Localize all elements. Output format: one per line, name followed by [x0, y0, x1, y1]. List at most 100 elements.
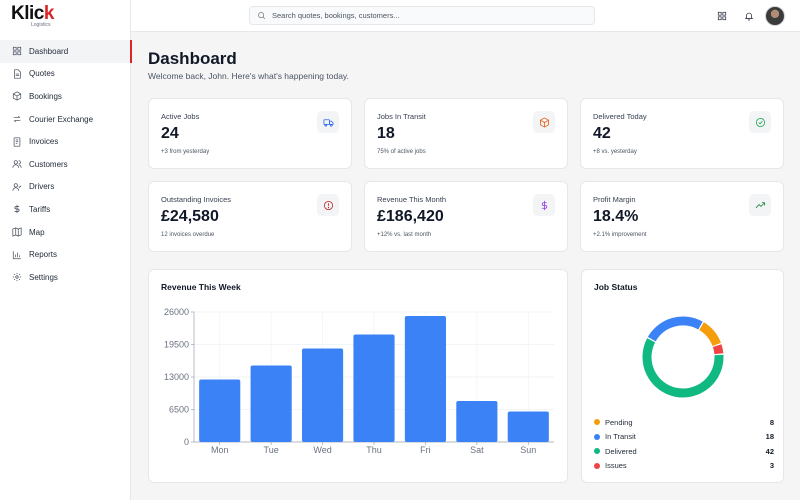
donut-slice-delivered[interactable] [642, 338, 724, 398]
stat-label: Jobs In Transit [377, 112, 426, 121]
legend-dot [594, 433, 600, 440]
package-icon [533, 111, 555, 133]
legend-dot [594, 448, 600, 455]
sidebar-item-bookings[interactable]: Bookings [0, 85, 131, 108]
stat-value: £186,420 [377, 208, 444, 225]
stat-value: 42 [593, 125, 611, 142]
gear-icon [12, 272, 22, 282]
stat-label: Profit Margin [593, 195, 636, 204]
legend-dot [594, 462, 600, 469]
x-tick-label: Fri [420, 445, 431, 455]
stat-card-profit-margin[interactable]: Profit Margin 18.4% +2.1% improvement [580, 181, 784, 252]
y-tick-label: 13000 [164, 372, 189, 382]
brand-logo[interactable]: Klick Logistics [11, 3, 55, 29]
legend-label: Delivered [605, 446, 637, 456]
legend-item-issues: Issues 3 [594, 459, 774, 474]
stat-value: 18 [377, 125, 395, 142]
apps-grid-icon[interactable] [716, 10, 727, 21]
document-icon [12, 69, 22, 79]
donut-slice-issues[interactable] [712, 344, 724, 355]
sidebar-nav: Dashboard Quotes Bookings Courier Exchange I… [0, 40, 132, 289]
stat-value: £24,580 [161, 208, 219, 225]
user-check-icon [12, 182, 22, 192]
brand-name-accent: k [43, 3, 55, 24]
job-status-donut-chart [642, 316, 724, 398]
sidebar-item-settings[interactable]: Settings [0, 266, 131, 289]
dollar-icon [533, 194, 555, 216]
sidebar-item-quotes[interactable]: Quotes [0, 63, 131, 86]
stat-note: +8 vs. yesterday [593, 149, 637, 155]
legend-dot [594, 419, 600, 426]
sidebar-item-label: Customers [29, 159, 68, 169]
x-tick-label: Wed [313, 445, 331, 455]
search-input[interactable] [272, 11, 572, 20]
stat-value: 18.4% [593, 208, 639, 225]
legend-count: 42 [765, 446, 774, 456]
avatar[interactable] [765, 6, 785, 26]
sidebar: Klick Logistics Dashboard Quotes Bookings C… [0, 0, 132, 500]
search-box[interactable] [249, 6, 595, 25]
donut-slice-in-transit[interactable] [647, 316, 703, 342]
bar-fri[interactable] [404, 316, 446, 442]
bar-tue[interactable] [250, 365, 292, 443]
revenue-bar-chart: 0 6500 13000 19500 26000 Mon Tue Wed Thu Fri Sat Su… [164, 307, 554, 455]
trending-up-icon [749, 194, 771, 216]
stat-note: +2.1% improvement [593, 232, 647, 238]
stat-card-active-jobs[interactable]: Active Jobs 24 +3 from yesterday [148, 98, 352, 169]
sidebar-item-courier-exchange[interactable]: Courier Exchange [0, 108, 131, 131]
bell-icon[interactable] [743, 10, 754, 21]
legend-item-delivered: Delivered 42 [594, 444, 774, 459]
brand-tagline: Logistics [31, 22, 51, 28]
stat-note: 12 invoices overdue [161, 232, 215, 238]
page-title: Dashboard [148, 49, 237, 68]
stat-value: 24 [161, 125, 179, 142]
stat-label: Active Jobs [161, 112, 200, 121]
legend-count: 8 [769, 417, 774, 427]
bar-chart-icon [12, 250, 22, 260]
stat-note: 75% of active jobs [377, 149, 426, 155]
sidebar-item-drivers[interactable]: Drivers [0, 176, 131, 199]
sidebar-item-label: Courier Exchange [29, 114, 94, 124]
revenue-panel: Revenue This Week 0 6500 13000 19500 26000 Mo… [148, 269, 568, 483]
search-icon [258, 12, 266, 20]
legend-label: Issues [605, 461, 627, 471]
invoice-icon [12, 137, 22, 147]
stat-note: +12% vs. last month [377, 232, 432, 238]
y-tick-label: 6500 [169, 405, 189, 415]
sidebar-item-reports[interactable]: Reports [0, 243, 131, 266]
sidebar-item-dashboard[interactable]: Dashboard [0, 40, 132, 63]
sidebar-item-map[interactable]: Map [0, 221, 131, 244]
job-status-panel: Job Status Pending 8 In Transit 18 Delivered… [581, 269, 784, 483]
donut-slice-pending[interactable] [698, 322, 721, 347]
swap-icon [12, 114, 22, 124]
x-tick-label: Tue [264, 445, 279, 455]
bar-sun[interactable] [507, 411, 549, 443]
bar-sat[interactable] [456, 401, 498, 442]
bar-thu[interactable] [353, 334, 395, 443]
stat-card-jobs-in-transit[interactable]: Jobs In Transit 18 75% of active jobs [364, 98, 568, 169]
sidebar-item-tariffs[interactable]: Tariffs [0, 198, 131, 221]
stat-label: Outstanding Invoices [161, 195, 232, 204]
page-subtitle: Welcome back, John. Here's what's happen… [148, 71, 349, 81]
bar-wed[interactable] [302, 348, 344, 443]
stat-label: Delivered Today [593, 112, 647, 121]
sidebar-item-label: Quotes [29, 69, 55, 79]
check-circle-icon [749, 111, 771, 133]
sidebar-item-customers[interactable]: Customers [0, 153, 131, 176]
sidebar-item-label: Map [29, 227, 45, 237]
x-tick-label: Sun [520, 445, 536, 455]
dollar-icon [12, 204, 22, 214]
users-icon [12, 159, 22, 169]
topbar [131, 0, 800, 32]
y-tick-label: 19500 [164, 340, 189, 350]
legend-count: 18 [765, 432, 774, 442]
stat-card-delivered-today[interactable]: Delivered Today 42 +8 vs. yesterday [580, 98, 784, 169]
stat-card-outstanding-invoices[interactable]: Outstanding Invoices £24,580 12 invoices o… [148, 181, 352, 252]
map-icon [12, 227, 22, 237]
sidebar-item-invoices[interactable]: Invoices [0, 130, 131, 153]
bar-mon[interactable] [199, 379, 241, 443]
sidebar-item-label: Invoices [29, 137, 59, 147]
x-tick-label: Thu [366, 445, 382, 455]
stat-card-revenue-this-month[interactable]: Revenue This Month £186,420 +12% vs. last … [364, 181, 568, 252]
alert-circle-icon [317, 194, 339, 216]
